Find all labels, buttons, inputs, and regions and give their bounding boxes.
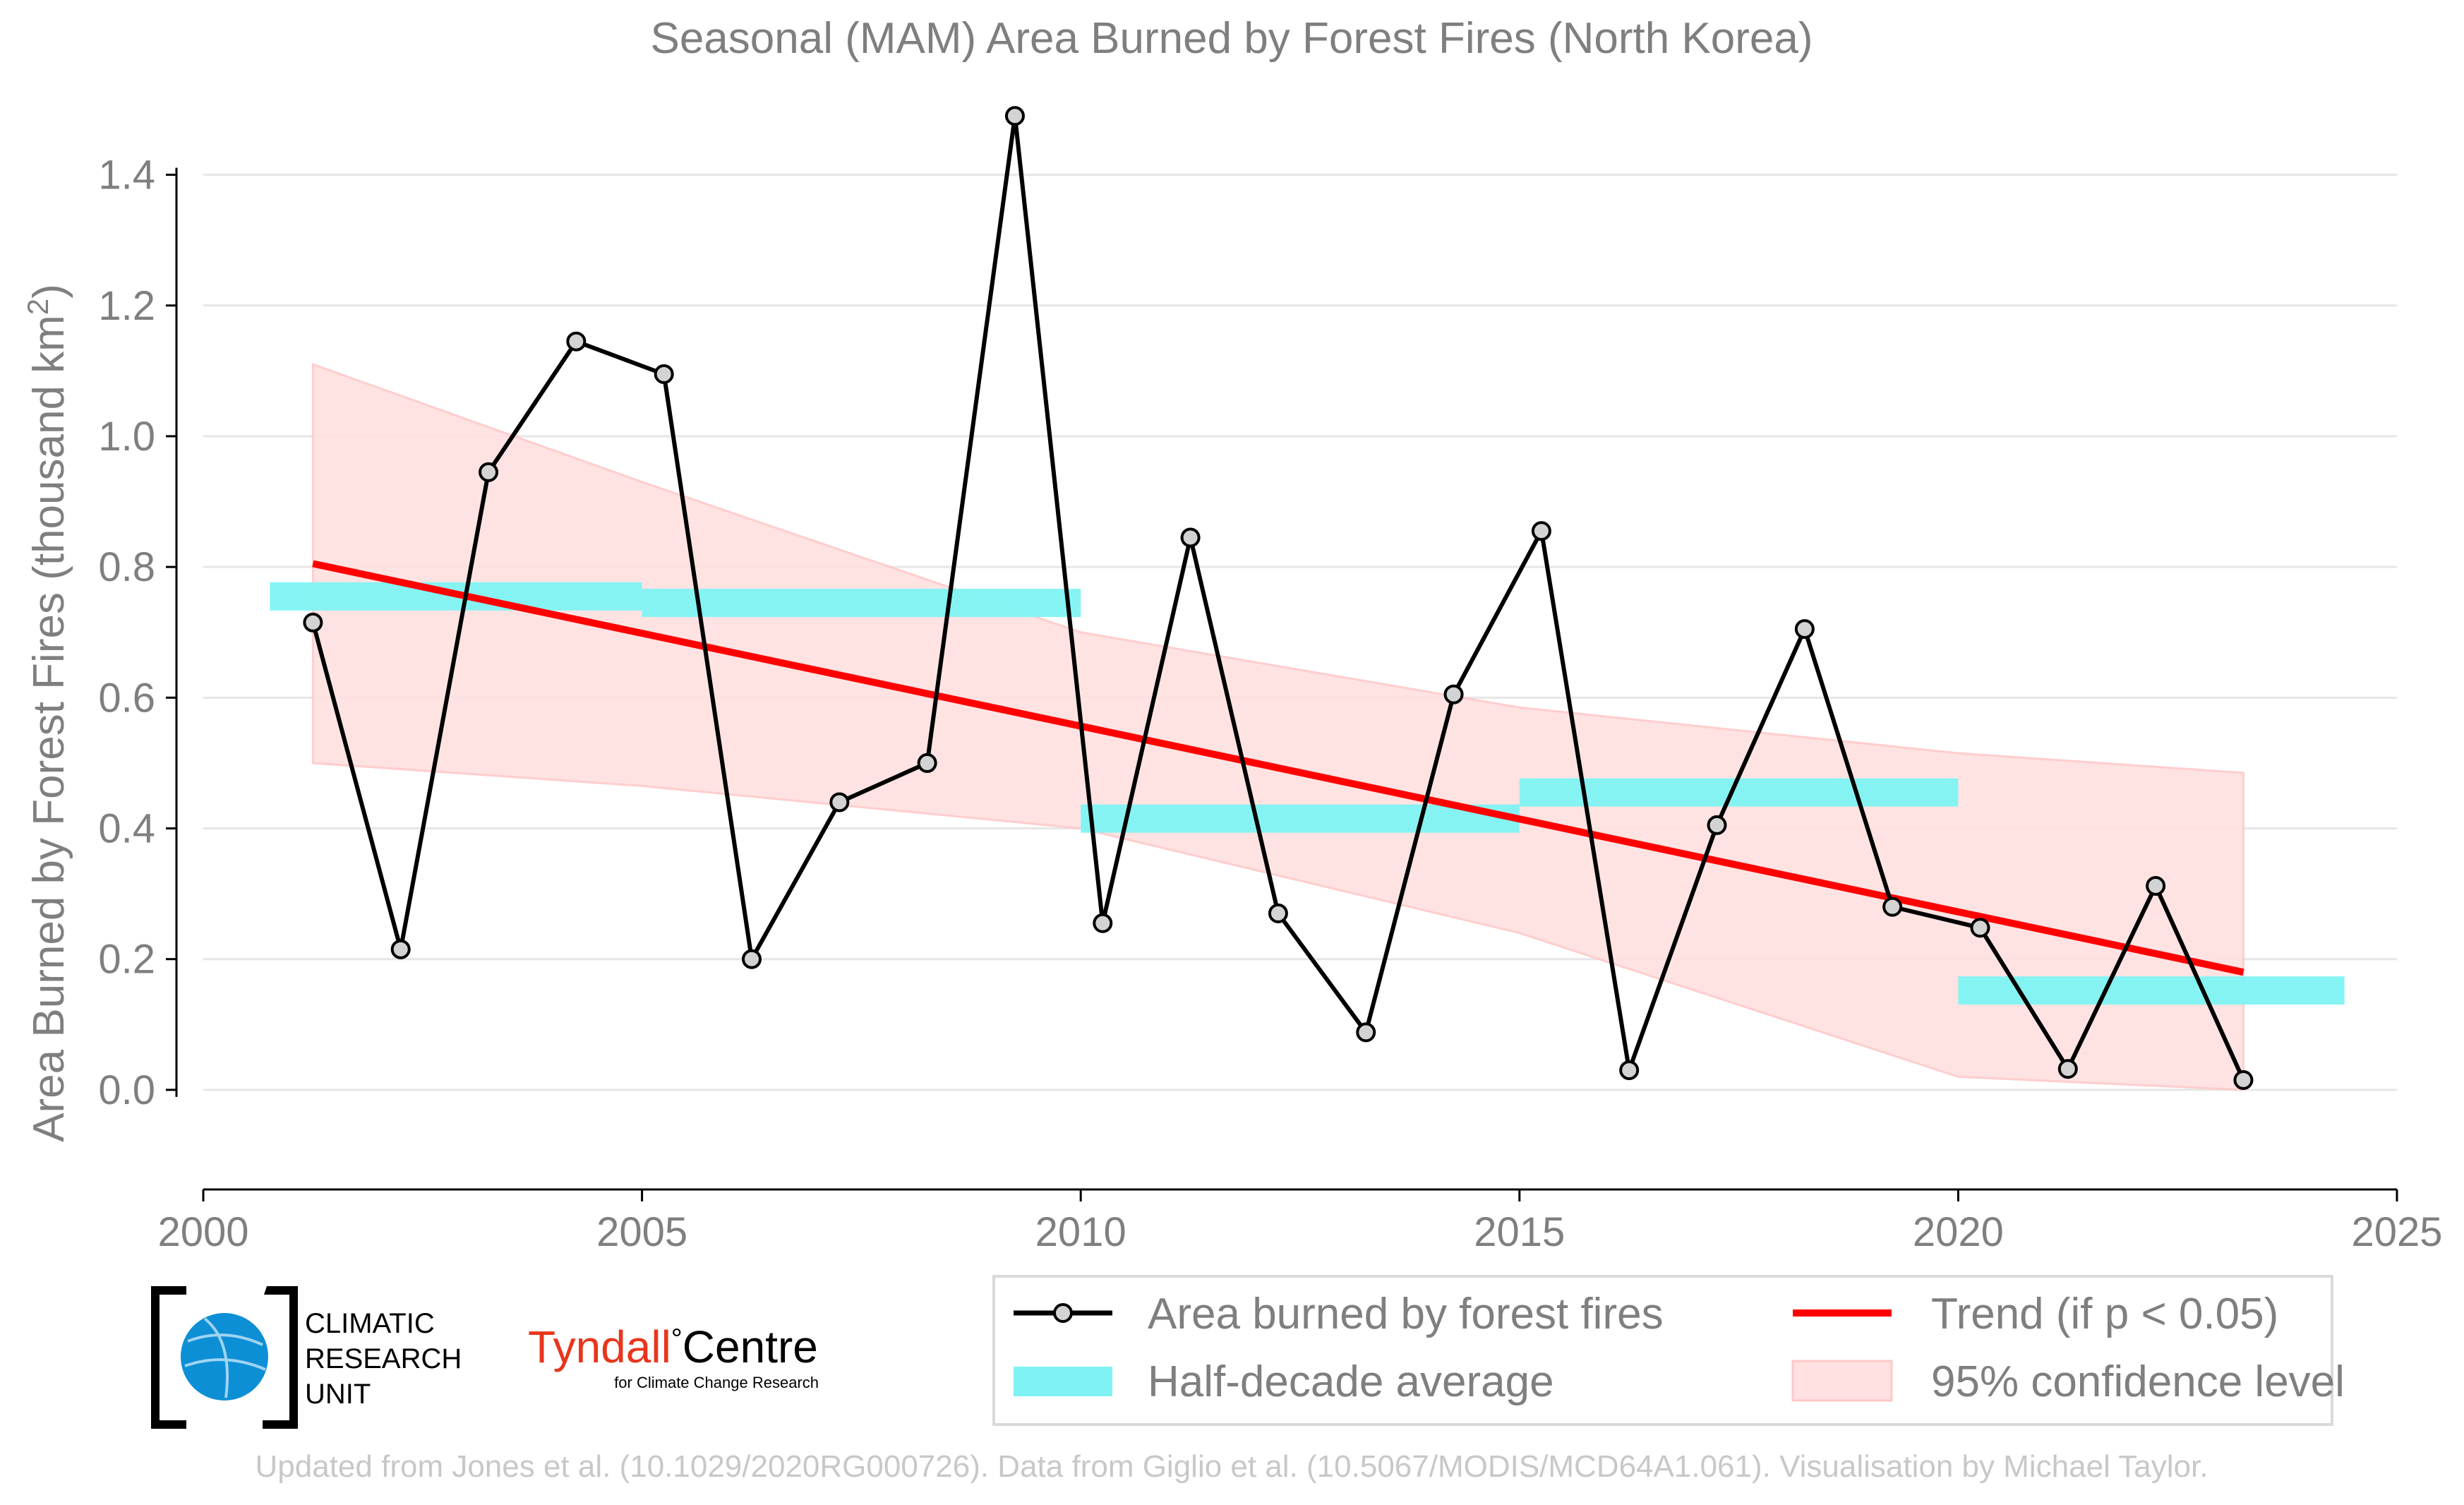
- data-point-2: [479, 462, 499, 482]
- chart-title: Seasonal (MAM) Area Burned by Forest Fir…: [650, 14, 1813, 63]
- x-tick-label-3: 2015: [1474, 1209, 1565, 1255]
- svg-text:CLIMATIC: CLIMATIC: [305, 1308, 435, 1339]
- trend-line: [312, 560, 2244, 976]
- legend-item-line: Area burned by forest fires: [1014, 1290, 1664, 1338]
- data-point-17: [1794, 619, 1815, 640]
- axes-layer: [166, 167, 2398, 1201]
- svg-text:Area burned by forest fires: Area burned by forest fires: [1148, 1290, 1664, 1338]
- x-tick-label-2: 2010: [1035, 1209, 1126, 1255]
- y-tick-label-5: 1.0: [98, 414, 155, 460]
- data-point-19: [1970, 918, 1990, 938]
- data-point-6: [829, 792, 850, 813]
- y-tick-label-1: 0.2: [98, 937, 155, 983]
- tyndall-logo: Tyndall°Centre for Climate Change Resear…: [528, 1321, 819, 1391]
- x-tick-labels: 2000 2005 2010 2015 2020 2025: [157, 1209, 2442, 1255]
- data-point-13: [1443, 684, 1464, 704]
- svg-text:Trend (if p < 0.05): Trend (if p < 0.05): [1931, 1290, 2278, 1338]
- half-decade-bar-2: [1081, 804, 1520, 833]
- data-point-18: [1882, 897, 1903, 917]
- data-point-0: [303, 612, 323, 632]
- x-tick-label-5: 2025: [2351, 1209, 2442, 1255]
- svg-text:95% confidence level: 95% confidence level: [1931, 1357, 2345, 1406]
- data-point-15: [1619, 1060, 1640, 1081]
- y-tick-label-7: 1.4: [98, 152, 155, 198]
- data-point-14: [1531, 521, 1551, 541]
- svg-text:Half-decade average: Half-decade average: [1148, 1357, 1554, 1406]
- data-point-1: [390, 939, 411, 959]
- data-point-9: [1093, 913, 1113, 933]
- svg-text:Tyndall°Centre: Tyndall°Centre: [528, 1321, 818, 1372]
- half-decade-bar-3: [1519, 778, 1959, 807]
- confidence-band-layer: [311, 362, 2244, 1091]
- confidence-band: [311, 362, 2244, 1091]
- y-tick-labels: 0.0 0.2 0.4 0.6 0.8 1.0 1.2 1.4: [98, 152, 155, 1113]
- data-point-5: [742, 949, 762, 969]
- data-point-8: [1004, 106, 1025, 126]
- y-tick-label-3: 0.6: [98, 675, 155, 721]
- series-layer: [303, 106, 2254, 1090]
- svg-text:UNIT: UNIT: [305, 1379, 371, 1410]
- legend-item-trend: Trend (if p < 0.05): [1793, 1290, 2278, 1338]
- data-point-21: [2146, 876, 2166, 896]
- x-tick-label-1: 2005: [596, 1209, 687, 1255]
- data-point-11: [1268, 903, 1288, 923]
- legend-frame: [992, 1275, 2333, 1426]
- y-tick-label-4: 0.8: [98, 544, 155, 590]
- data-point-10: [1180, 527, 1201, 548]
- data-point-22: [2233, 1070, 2254, 1090]
- x-tick-label-0: 2000: [157, 1209, 248, 1255]
- y-tick-label-0: 0.0: [98, 1067, 155, 1113]
- cru-logo: CLIMATIC RESEARCH UNIT: [151, 1281, 462, 1435]
- x-tick-label-4: 2020: [1913, 1209, 2004, 1255]
- svg-text:RESEARCH: RESEARCH: [305, 1343, 462, 1374]
- y-tick-label-6: 1.2: [98, 283, 155, 329]
- data-point-20: [2057, 1059, 2078, 1079]
- trend-layer: [312, 560, 2244, 976]
- data-point-4: [654, 364, 674, 384]
- footer-credit: Updated from Jones et al. (10.1029/2020R…: [256, 1449, 2208, 1484]
- legend-item-average: Half-decade average: [1014, 1357, 1554, 1406]
- svg-text:Area Burned by Forest Fires (t: Area Burned by Forest Fires (thousand km…: [21, 284, 73, 1142]
- y-tick-label-2: 0.4: [98, 806, 155, 852]
- data-point-16: [1707, 815, 1727, 835]
- data-point-7: [917, 752, 937, 773]
- data-point-12: [1356, 1022, 1376, 1043]
- legend: Area burned by forest fires Trend (if p …: [992, 1275, 2345, 1426]
- data-point-3: [566, 331, 587, 352]
- half-decade-average-layer: [270, 582, 2345, 1005]
- svg-text:for Climate Change Research: for Climate Change Research: [614, 1374, 819, 1391]
- legend-item-band: 95% confidence level: [1791, 1357, 2345, 1406]
- half-decade-bar-1: [642, 589, 1081, 618]
- y-axis-label: Area Burned by Forest Fires (thousand km…: [21, 284, 73, 1142]
- half-decade-bar-4: [1958, 976, 2345, 1005]
